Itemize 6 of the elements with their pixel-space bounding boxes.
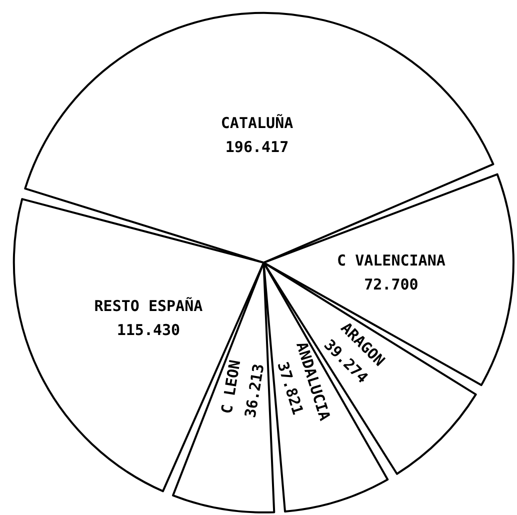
data-label: 72.700 <box>364 275 418 294</box>
slice-label: RESTO ESPAÑA <box>94 297 203 316</box>
slice-label: C VALENCIANA <box>337 251 446 270</box>
data-label: 196.417 <box>225 138 289 156</box>
slice-label: CATALUÑA <box>220 114 294 132</box>
data-label: 115.430 <box>116 321 180 340</box>
